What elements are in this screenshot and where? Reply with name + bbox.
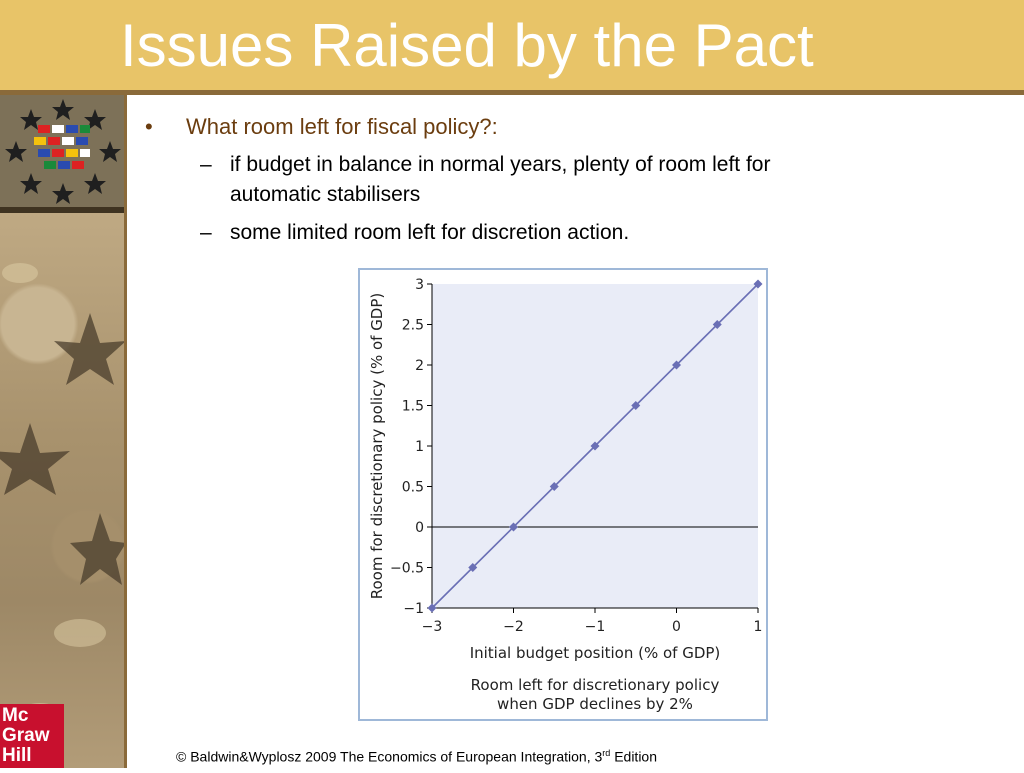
x-tick-label: 0: [672, 619, 681, 635]
data-point: [672, 360, 681, 370]
data-point: [712, 320, 722, 329]
dash-marker: –: [200, 153, 212, 176]
y-tick-label: 2.5: [402, 318, 424, 334]
y-tick-label: 2: [415, 358, 424, 374]
sidebar-edge: [124, 95, 127, 768]
title-divider: [0, 90, 1024, 95]
x-tick-label: −3: [422, 619, 443, 635]
chart-caption-line-2: when GDP declines by 2%: [497, 695, 693, 713]
chart-caption-line-1: Room left for discretionary policy: [471, 676, 720, 694]
y-tick-label: −1: [403, 601, 424, 617]
x-axis-label: Initial budget position (% of GDP): [470, 644, 721, 662]
dash-marker: –: [200, 221, 212, 244]
bullet-marker: •: [145, 114, 153, 139]
y-tick-label: −0.5: [390, 561, 424, 577]
y-tick-label: 0: [415, 520, 424, 536]
chart-frame: −1 −0.5 0 0.5 1 1.5 2 2.5 3 −3 −2 −1 0 1 Initial bud…: [358, 268, 768, 721]
x-tick-label: −2: [503, 619, 524, 635]
data-point: [468, 563, 478, 572]
title-bar: [0, 0, 1024, 90]
data-point: [631, 401, 641, 410]
y-tick-label: 0.5: [402, 480, 424, 496]
x-tick-label: −1: [585, 619, 606, 635]
subpoint-1-line-2: automatic stabilisers: [230, 183, 421, 206]
data-point: [549, 482, 559, 491]
subpoint-1-line-1: if budget in balance in normal years, pl…: [230, 153, 771, 176]
data-point: [509, 522, 518, 532]
data-point: [753, 279, 763, 289]
eu-flags-image: [0, 95, 126, 207]
chart: −1 −0.5 0 0.5 1 1.5 2 2.5 3 −3 −2 −1 0 1 Initial bud…: [368, 277, 763, 713]
y-axis-label: Room for discretionary policy (% of GDP): [368, 293, 386, 600]
sidebar-divider: [0, 207, 126, 213]
mcgraw-hill-logo: Mc Graw Hill: [0, 704, 64, 768]
data-point: [590, 441, 600, 451]
data-point: [427, 603, 437, 613]
y-tick-label: 1: [415, 439, 424, 455]
bullet-heading: What room left for fiscal policy?:: [186, 114, 498, 139]
subpoint-2: some limited room left for discretion ac…: [230, 221, 630, 244]
y-tick-label: 1.5: [402, 399, 424, 415]
slide-title: Issues Raised by the Pact: [120, 12, 814, 79]
footer-copyright: © Baldwin&Wyplosz 2009 The Economics of …: [176, 748, 658, 765]
y-tick-label: 3: [415, 277, 424, 293]
x-tick-label: 1: [754, 619, 763, 635]
sand-stars-image: [0, 213, 126, 768]
